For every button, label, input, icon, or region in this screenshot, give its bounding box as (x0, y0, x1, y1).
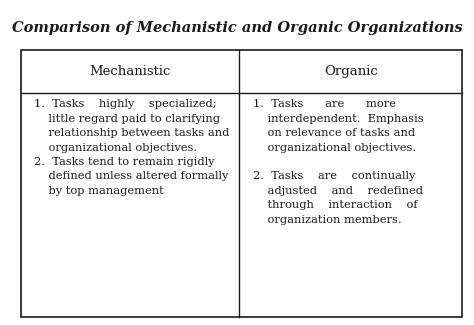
Text: Mechanistic: Mechanistic (90, 65, 171, 78)
Text: Organic: Organic (324, 65, 378, 78)
Text: Comparison of Mechanistic and Organic Organizations: Comparison of Mechanistic and Organic Or… (12, 21, 462, 35)
Text: 1.  Tasks      are      more
    interdependent.  Emphasis
    on relevance of t: 1. Tasks are more interdependent. Emphas… (253, 99, 423, 225)
Text: 1.  Tasks    highly    specialized;
    little regard paid to clarifying
    rel: 1. Tasks highly specialized; little rega… (35, 99, 230, 196)
Bar (21, 50, 462, 317)
